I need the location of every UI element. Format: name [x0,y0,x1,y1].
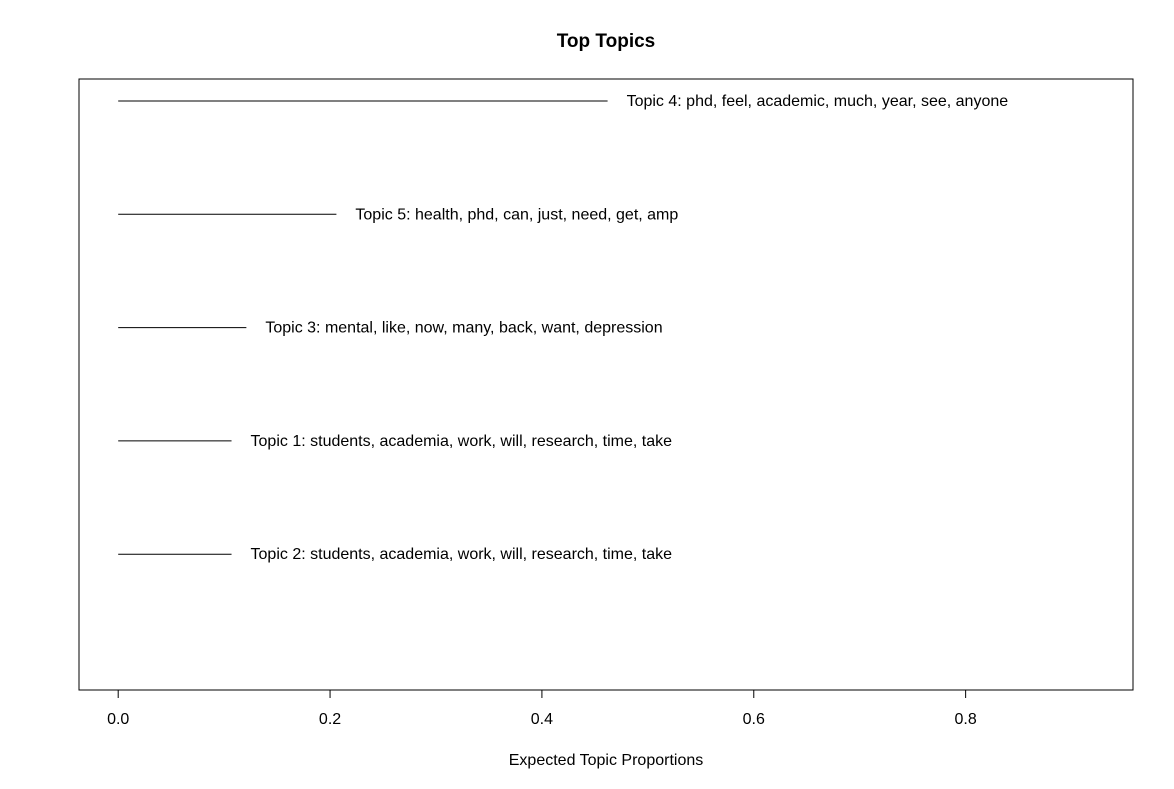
x-axis: 0.0 0.2 0.4 0.6 0.8 [107,689,977,728]
x-axis-label: Expected Topic Proportions [509,752,703,769]
topic-label: Topic 3: mental, like, now, many, back, … [265,320,662,337]
topic-label: Topic 2: students, academia, work, will,… [251,546,673,563]
topic-label: Topic 5: health, phd, can, just, need, g… [355,206,678,223]
x-tick-label: 0.4 [531,711,553,728]
x-tick-label: 0.0 [107,711,129,728]
topic-label: Topic 4: phd, feel, academic, much, year… [627,93,1009,110]
x-tick-label: 0.2 [319,711,341,728]
chart-title: Top Topics [557,31,656,52]
x-tick-label: 0.8 [955,711,977,728]
topic-marks: Topic 4: phd, feel, academic, much, year… [118,93,1008,563]
topic-label: Topic 1: students, academia, work, will,… [251,433,673,450]
x-tick-label: 0.6 [743,711,765,728]
plot-frame [78,78,1134,691]
